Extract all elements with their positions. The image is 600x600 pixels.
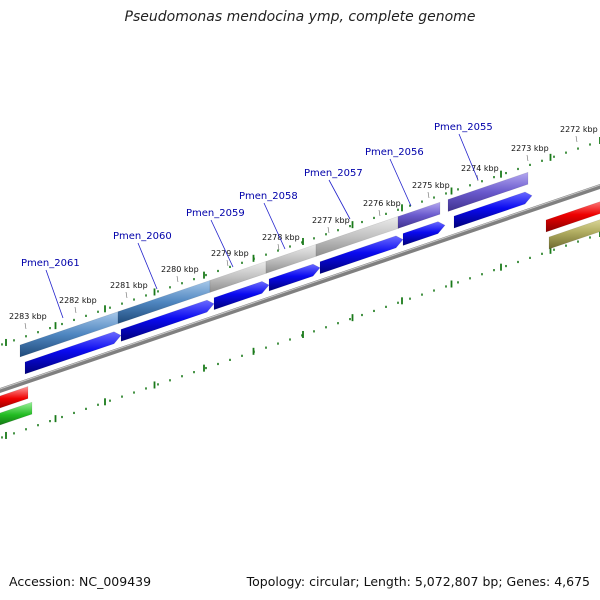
gene-label-leader: [45, 269, 64, 319]
ruler-label: 2274 kbp: [461, 164, 499, 173]
ruler-label: 2281 kbp: [110, 281, 148, 290]
genome-summary-text: Topology: circular; Length: 5,072,807 bp…: [246, 574, 590, 589]
gene-label-leader: [137, 242, 158, 290]
cds-arrow: [120, 299, 215, 342]
gene-layer: [0, 171, 600, 426]
ruler-label: 2277 kbp: [312, 216, 350, 225]
cds-arrow: [319, 235, 404, 275]
ruler-label: 2282 kbp: [59, 296, 97, 305]
ruler-label-leader: [176, 275, 179, 283]
ruler-label-leader: [24, 322, 27, 330]
ruler-label: 2272 kbp: [560, 125, 598, 134]
gene-label-leader: [210, 219, 234, 268]
gene-label-leader: [458, 133, 479, 181]
label-layer: 2283 kbp 2282 kbp 2281 kbp 2280 kbp 2279 kbp…: [9, 122, 598, 330]
edge-feature-red-left: [0, 386, 29, 409]
cds-arrow: [24, 331, 122, 375]
cds-arrow: [453, 191, 533, 229]
accession-text: Accession: NC_009439: [9, 574, 152, 589]
ruler-label-leader: [575, 135, 578, 143]
edge-feature-green-left: [0, 401, 33, 426]
gene-band-Pmen_2056: [397, 201, 441, 229]
gene-label-leader: [328, 179, 351, 220]
ruler-label: 2280 kbp: [161, 265, 199, 274]
ruler-label: 2276 kbp: [363, 199, 401, 208]
gene-label-Pmen_2060: Pmen_2060: [113, 231, 172, 242]
gene-band-Pmen_2055: [447, 171, 529, 212]
ruler-label-leader: [125, 291, 128, 299]
tick-layer: [1, 137, 600, 439]
ruler-label: 2275 kbp: [412, 181, 450, 190]
gene-label-Pmen_2055: Pmen_2055: [434, 122, 493, 133]
ruler-label-leader: [74, 306, 77, 314]
edge-feature-olive-right: [548, 219, 600, 250]
ruler-label-leader: [226, 259, 229, 267]
gene-label-leader: [389, 158, 412, 207]
ruler-label-leader: [327, 226, 330, 234]
ruler-label-leader: [378, 209, 381, 217]
ruler-label-leader: [427, 191, 430, 199]
gene-label-leader: [263, 202, 286, 250]
ruler-label: 2279 kbp: [211, 249, 249, 258]
cds-arrow: [213, 281, 270, 311]
backbone-highlight: [0, 184, 600, 390]
edge-feature-red-right: [545, 201, 600, 233]
map-title: Pseudomonas mendocina ymp, complete geno…: [124, 9, 476, 25]
gene-label-Pmen_2057: Pmen_2057: [304, 168, 363, 179]
ruler-label: 2278 kbp: [262, 233, 300, 242]
backbone-line: [0, 184, 600, 393]
ruler-label: 2273 kbp: [511, 144, 549, 153]
gene-label-Pmen_2058: Pmen_2058: [239, 191, 298, 202]
gene-label-Pmen_2059: Pmen_2059: [186, 208, 245, 219]
ruler-label-leader: [277, 243, 280, 251]
gene-label-Pmen_2056: Pmen_2056: [365, 147, 424, 158]
cds-arrow: [402, 221, 446, 246]
ruler-label-leader: [526, 154, 529, 162]
gene-label-Pmen_2061: Pmen_2061: [21, 258, 80, 269]
ruler-label: 2283 kbp: [9, 312, 47, 321]
backbone-layer: [0, 184, 600, 393]
cds-arrow: [268, 263, 321, 292]
